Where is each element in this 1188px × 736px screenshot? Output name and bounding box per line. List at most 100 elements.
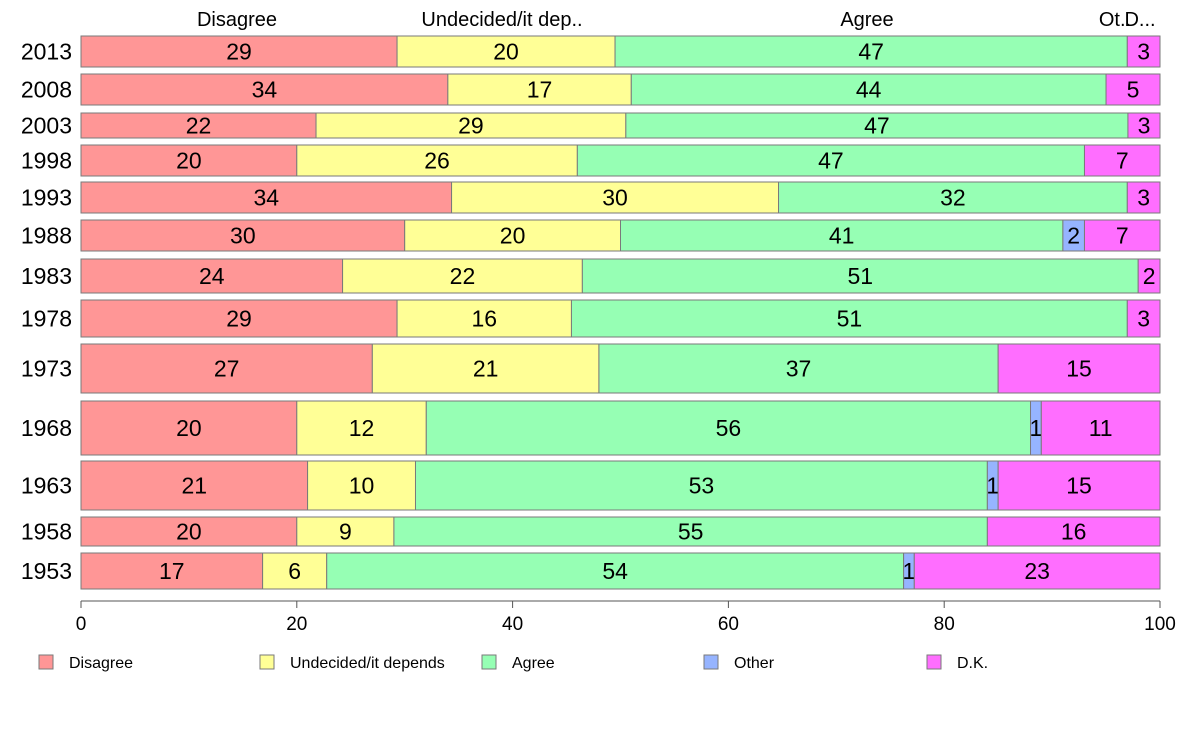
bar-segment bbox=[913, 552, 1161, 590]
legend-label: Disagree bbox=[69, 655, 133, 672]
bar-value-label: 51 bbox=[837, 306, 863, 332]
x-tick-label: 80 bbox=[934, 614, 955, 635]
column-header-label: Undecided/it dep.. bbox=[421, 9, 582, 31]
bar-value-label: 17 bbox=[159, 558, 185, 584]
bar-value-label: 44 bbox=[856, 77, 882, 103]
column-header-labels: Disagree Undecided/it dep.. Agree Ot..D... bbox=[197, 9, 1156, 31]
bar-value-label: 22 bbox=[186, 113, 212, 139]
bar-value-label: 16 bbox=[471, 306, 497, 332]
bar-value-label: 15 bbox=[1066, 473, 1092, 499]
bar-segment bbox=[262, 552, 328, 590]
bar-value-label: 41 bbox=[829, 223, 855, 249]
bar-segment bbox=[1137, 258, 1161, 294]
bar-value-label: 20 bbox=[500, 223, 526, 249]
bar-value-label: 2 bbox=[1067, 223, 1080, 249]
bar-segment bbox=[1105, 73, 1161, 106]
legend-label: Agree bbox=[512, 655, 555, 672]
bar-value-label: 29 bbox=[226, 39, 252, 65]
bar-value-label: 3 bbox=[1137, 39, 1150, 65]
bar-segment bbox=[404, 219, 622, 252]
bar-segment bbox=[1040, 400, 1161, 456]
bar-value-label: 21 bbox=[181, 473, 207, 499]
year-label: 1993 bbox=[21, 185, 72, 211]
bar-value-label: 20 bbox=[176, 415, 202, 441]
bar-segment bbox=[80, 400, 298, 456]
bar-segment bbox=[598, 343, 999, 394]
bar-segment bbox=[1126, 299, 1161, 338]
legend: Disagree Undecided/it depends Agree Other D.… bbox=[38, 654, 988, 672]
bar-segment bbox=[1083, 219, 1161, 252]
bar-segment bbox=[778, 181, 1128, 214]
year-label: 2003 bbox=[21, 113, 72, 139]
year-label: 1958 bbox=[21, 519, 72, 545]
year-label: 1998 bbox=[21, 148, 72, 174]
year-label: 2008 bbox=[21, 77, 72, 103]
bar-segment bbox=[570, 299, 1128, 338]
year-label: 1988 bbox=[21, 223, 72, 249]
legend-swatch bbox=[926, 654, 942, 670]
bar-value-label: 10 bbox=[349, 473, 375, 499]
bar-value-label: 55 bbox=[678, 519, 704, 545]
year-labels: 2013 2008 2003 1998 1993 1988 1983 1978 1973 1968… bbox=[21, 39, 72, 585]
bar-segment bbox=[80, 299, 398, 338]
bar-segment bbox=[425, 400, 1032, 456]
bar-segment bbox=[80, 73, 449, 106]
bar-segment bbox=[296, 144, 578, 177]
bar-segment bbox=[342, 258, 583, 294]
year-label: 1968 bbox=[21, 415, 72, 441]
bar-value-label: 30 bbox=[230, 223, 256, 249]
bar-value-label: 16 bbox=[1061, 519, 1087, 545]
bar-segment bbox=[371, 343, 600, 394]
year-label: 1983 bbox=[21, 263, 72, 289]
bar-segment bbox=[997, 343, 1161, 394]
x-tick-label: 40 bbox=[502, 614, 523, 635]
bar-value-label: 12 bbox=[349, 415, 375, 441]
bar-segment bbox=[630, 73, 1107, 106]
bar-value-label: 32 bbox=[940, 185, 966, 211]
bar-value-label: 17 bbox=[527, 77, 553, 103]
bar-value-label: 5 bbox=[1127, 77, 1140, 103]
bar-segment bbox=[576, 144, 1085, 177]
bar-value-label: 11 bbox=[1089, 415, 1113, 441]
bar-value-label: 3 bbox=[1137, 185, 1150, 211]
bar-value-label: 29 bbox=[226, 306, 252, 332]
bar-value-label: 7 bbox=[1116, 148, 1129, 174]
bar-value-label: 1 bbox=[986, 473, 999, 499]
bar-segment bbox=[1126, 35, 1161, 68]
bar-value-label: 9 bbox=[339, 519, 352, 545]
bar-value-label: 30 bbox=[602, 185, 628, 211]
bar-segment bbox=[315, 112, 627, 139]
year-label: 1973 bbox=[21, 356, 72, 382]
bar-segment bbox=[1126, 181, 1161, 214]
year-label: 2013 bbox=[21, 39, 72, 65]
year-label: 1978 bbox=[21, 306, 72, 332]
column-header-label: Disagree bbox=[197, 9, 277, 31]
bar-value-label: 20 bbox=[176, 148, 202, 174]
bar-segment bbox=[414, 460, 988, 511]
column-header-label: D... bbox=[1124, 9, 1155, 31]
bar-segment bbox=[396, 35, 616, 68]
bar-segment bbox=[307, 460, 416, 511]
bar-segment bbox=[80, 144, 298, 177]
column-header-label: Ot.. bbox=[1099, 9, 1131, 31]
bar-value-label: 15 bbox=[1066, 356, 1092, 382]
bar-value-label: 3 bbox=[1137, 306, 1150, 332]
bar-value-label: 6 bbox=[288, 558, 301, 584]
bar-segment bbox=[451, 181, 780, 214]
bar-value-label: 54 bbox=[602, 558, 628, 584]
bar-segment bbox=[997, 460, 1161, 511]
bar-segment bbox=[581, 258, 1139, 294]
bar-segment bbox=[80, 258, 344, 294]
bar-segment bbox=[80, 516, 298, 547]
bar-segment bbox=[80, 460, 309, 511]
legend-swatch bbox=[703, 654, 719, 670]
year-label: 1963 bbox=[21, 473, 72, 499]
legend-swatch bbox=[38, 654, 54, 670]
legend-label: D.K. bbox=[957, 655, 988, 672]
bar-segment bbox=[80, 112, 317, 139]
bar-value-label: 47 bbox=[818, 148, 844, 174]
bar-value-label: 2 bbox=[1143, 263, 1156, 289]
bar-value-label: 37 bbox=[786, 356, 812, 382]
x-tick-label: 20 bbox=[286, 614, 307, 635]
